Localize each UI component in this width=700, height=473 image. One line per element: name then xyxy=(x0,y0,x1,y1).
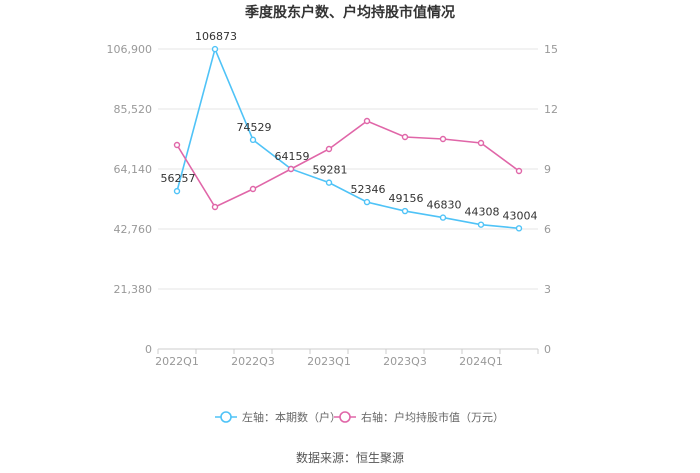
data-source: 数据来源：恒生聚源 xyxy=(295,451,404,465)
data-point-right xyxy=(439,135,447,143)
legend: 左轴：本期数（户） 右轴：户均持股市值（万元） xyxy=(215,410,504,424)
data-point-right xyxy=(363,117,371,125)
data-point-right xyxy=(173,141,181,149)
data-point-right xyxy=(401,133,409,141)
y-right-tick-label: 15 xyxy=(544,43,558,56)
data-label: 64159 xyxy=(275,150,310,163)
y-right-tick-label: 0 xyxy=(544,343,551,356)
legend-label: 右轴：户均持股市值（万元） xyxy=(361,410,504,424)
grid-layer xyxy=(158,48,538,290)
data-label: 106873 xyxy=(195,30,237,43)
axis-layer: 0 21,380 42,760 64,140 85,520 106,900 0 3 6 9 12 15… xyxy=(107,43,559,368)
legend-marker xyxy=(220,411,232,423)
y-left-tick-label: 106,900 xyxy=(107,43,153,56)
data-label: 43004 xyxy=(503,209,538,222)
data-point-left xyxy=(401,207,409,215)
data-label: 46830 xyxy=(427,199,462,212)
y-left-tick-label: 42,760 xyxy=(114,223,153,236)
y-left-tick-label: 85,520 xyxy=(114,103,153,116)
data-point-left xyxy=(363,198,371,206)
chart-title: 季度股东户数、户均持股市值情况 xyxy=(245,5,455,21)
series-line-left xyxy=(176,46,520,230)
legend-label: 左轴：本期数（户） xyxy=(242,410,341,424)
data-label: 49156 xyxy=(389,192,424,205)
y-right-tick-label: 6 xyxy=(544,223,551,236)
data-point-right xyxy=(325,145,333,153)
data-point-right xyxy=(477,139,485,147)
data-label: 56257 xyxy=(161,172,196,185)
data-point-left xyxy=(477,221,485,228)
y-left-tick-label: 21,380 xyxy=(114,283,153,296)
data-point-left xyxy=(515,225,523,232)
x-tick-label: 2023Q3 xyxy=(383,355,427,368)
data-label: 44308 xyxy=(465,206,500,219)
x-tick-label: 2022Q3 xyxy=(231,355,275,368)
x-tick-label: 2023Q1 xyxy=(307,355,351,368)
series-line-right xyxy=(176,120,520,209)
y-right-tick-label: 9 xyxy=(544,163,551,176)
x-tick-label: 2024Q1 xyxy=(459,355,503,368)
data-label: 59281 xyxy=(313,164,348,177)
data-label-layer: 56257 106873 74529 641595928152346491564683… xyxy=(161,30,538,222)
data-point-left xyxy=(439,214,447,221)
data-point-right xyxy=(287,165,295,173)
y-right-tick-label: 3 xyxy=(544,283,551,296)
data-point-right xyxy=(211,203,219,211)
data-label: 52346 xyxy=(351,183,386,196)
data-label: 74529 xyxy=(237,121,272,134)
y-right-tick-label: 12 xyxy=(544,103,558,116)
series-layer xyxy=(173,45,523,232)
data-point-left xyxy=(211,45,219,53)
data-point-left xyxy=(325,179,333,186)
data-point-left xyxy=(249,136,257,144)
y-left-tick-label: 64,140 xyxy=(114,163,153,176)
data-point-left xyxy=(173,187,181,195)
data-point-right xyxy=(249,185,257,193)
legend-marker xyxy=(339,411,351,423)
data-point-right xyxy=(515,167,523,175)
x-tick-label: 2022Q1 xyxy=(155,355,199,368)
y-left-tick-label: 0 xyxy=(145,343,152,356)
